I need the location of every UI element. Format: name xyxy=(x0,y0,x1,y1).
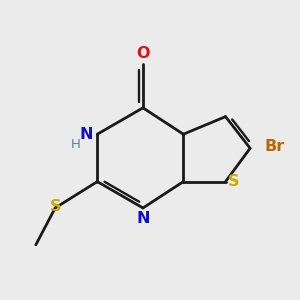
Text: O: O xyxy=(136,46,150,61)
Text: N: N xyxy=(136,212,150,226)
Text: S: S xyxy=(228,174,240,189)
Text: Br: Br xyxy=(265,139,285,154)
Text: H: H xyxy=(70,138,80,151)
Text: S: S xyxy=(50,199,61,214)
Text: N: N xyxy=(80,127,93,142)
